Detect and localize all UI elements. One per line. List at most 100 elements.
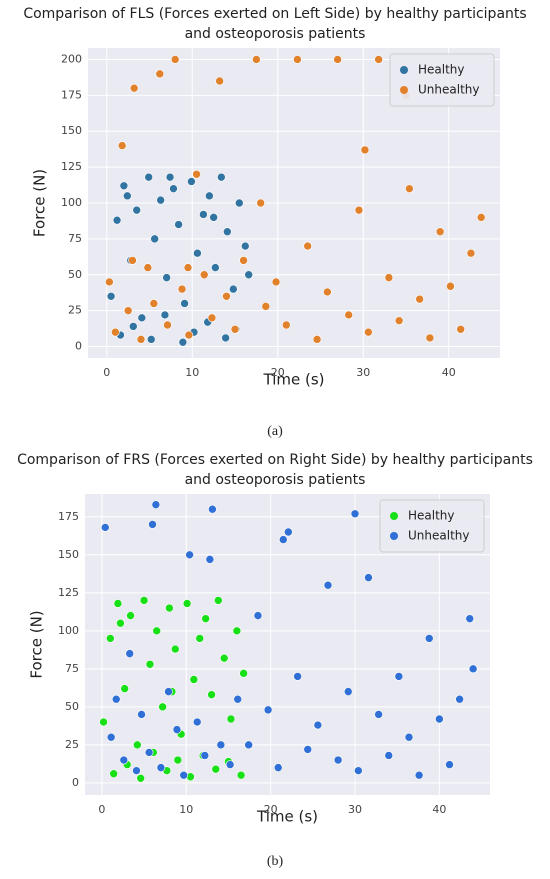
x-tick-label: 10 (179, 803, 193, 816)
scatter-point (364, 327, 373, 337)
scatter-point (252, 55, 261, 64)
scatter-point (156, 763, 166, 772)
scatter-point (374, 55, 383, 64)
scatter-point (119, 181, 129, 191)
scatter-point (312, 335, 322, 344)
y-tick-label: 0 (72, 776, 79, 789)
y-axis-label: Force (N) (31, 169, 49, 237)
scatter-point (205, 555, 215, 564)
scatter-point (195, 634, 205, 643)
scatter-point (133, 740, 142, 750)
legend-label: Healthy (418, 63, 465, 77)
scatter-point (455, 694, 464, 704)
scatter-point (199, 210, 208, 219)
scatter-point (271, 277, 281, 287)
y-tick-label: 200 (61, 52, 82, 65)
scatter-point (226, 714, 236, 724)
scatter-point (185, 550, 194, 560)
scatter-point (113, 599, 123, 608)
scatter-point (123, 306, 133, 315)
scatter-point (415, 294, 424, 304)
legend-marker (390, 512, 398, 520)
scatter-point (394, 316, 404, 325)
scatter-point (128, 256, 137, 265)
scatter-point (350, 509, 360, 519)
scatter-point (215, 76, 224, 86)
scatter-point (192, 169, 201, 179)
scatter-point (193, 248, 202, 258)
x-tick-label: 30 (356, 366, 370, 379)
scatter-point (180, 299, 189, 308)
scatter-point (137, 313, 147, 323)
scatter-point (165, 172, 175, 182)
scatter-point (112, 215, 122, 225)
scatter-point (394, 672, 404, 681)
scatter-point (189, 675, 199, 684)
scatter-point (136, 773, 145, 783)
scatter-point (435, 227, 445, 237)
scatter-point (155, 69, 165, 79)
scatter-point (360, 145, 370, 155)
scatter-point (158, 702, 167, 712)
scatter-point (293, 672, 302, 681)
scatter-point (374, 710, 383, 719)
x-tick-label: 20 (264, 803, 278, 816)
scatter-point (273, 763, 283, 772)
scatter-point (232, 626, 242, 636)
y-tick-label: 75 (65, 662, 79, 675)
scatter-point (144, 748, 154, 757)
scatter-point (178, 337, 188, 347)
scatter-point (106, 291, 116, 301)
scatter-point (200, 751, 210, 760)
scatter-point (344, 310, 354, 320)
y-tick-label: 150 (61, 124, 82, 137)
scatter-point (109, 769, 118, 779)
chart-title: and osteoporosis patients (185, 472, 366, 488)
y-tick-label: 50 (65, 700, 79, 713)
scatter-point (263, 705, 273, 715)
scatter-point (172, 725, 182, 734)
y-tick-label: 75 (68, 232, 82, 245)
scatter-point (384, 273, 394, 282)
scatter-point (199, 270, 209, 280)
scatter-point (425, 333, 435, 343)
scatter-point (211, 263, 220, 272)
y-tick-label: 0 (75, 340, 82, 353)
scatter-point (100, 523, 110, 532)
scatter-point (239, 669, 248, 678)
scatter-point (225, 760, 235, 769)
scatter-point (244, 740, 253, 750)
scatter-point (333, 755, 343, 765)
x-tick-label: 0 (103, 366, 110, 379)
scatter-point (169, 184, 178, 193)
scatter-point (144, 172, 153, 182)
scatter-point (466, 248, 476, 258)
y-tick-label: 175 (58, 510, 79, 523)
scatter-point (149, 299, 159, 308)
x-tick-label: 30 (348, 803, 362, 816)
y-tick-label: 25 (65, 738, 79, 751)
scatter-point (152, 626, 162, 636)
scatter-point (414, 770, 424, 780)
scatter-point (343, 687, 353, 696)
y-tick-label: 100 (61, 196, 82, 209)
scatter-point (187, 177, 196, 186)
scatter-point (333, 55, 342, 64)
scatter-point (323, 580, 333, 590)
scatter-point (404, 732, 414, 742)
scatter-point (303, 745, 313, 754)
scatter-point (211, 764, 221, 774)
scatter-point (192, 717, 202, 727)
x-tick-label: 40 (442, 366, 456, 379)
scatter-point (173, 755, 183, 765)
x-axis-label: Time (s) (256, 808, 318, 826)
scatter-point (165, 603, 174, 613)
scatter-point (160, 310, 170, 320)
legend-label: Healthy (408, 509, 455, 523)
scatter-point (313, 720, 323, 730)
y-tick-label: 25 (68, 304, 82, 317)
y-tick-label: 100 (58, 624, 79, 637)
legend-marker (400, 66, 408, 74)
y-tick-label: 150 (58, 548, 79, 561)
scatter-point (223, 227, 232, 237)
